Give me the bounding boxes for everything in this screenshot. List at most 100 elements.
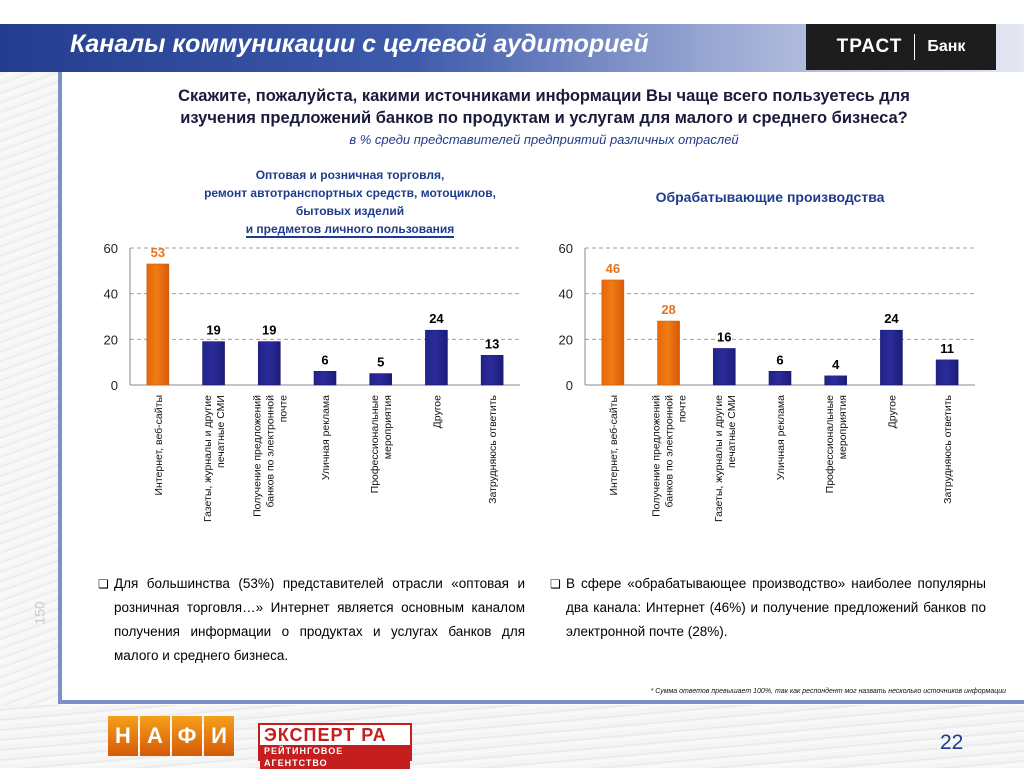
- logo-separator: [914, 34, 916, 60]
- chart1-title-line: ремонт автотранспортных средств, мотоцик…: [204, 186, 496, 200]
- note-right: ❏ В сфере «обрабатывающее производство» …: [550, 572, 986, 644]
- question-line-1: Скажите, пожалуйста, какими источниками …: [178, 87, 910, 105]
- expert-ra-subtitle: РЕЙТИНГОВОЕ АГЕНТСТВО: [260, 745, 410, 769]
- chart1-bar-chart: 0 20 40 60 53 Интернет, веб-сайты 19 Газеты, жу…: [104, 241, 520, 522]
- chart2-category-label-line: печатные СМИ: [726, 395, 738, 468]
- question-line-2: изучения предложений банков по продуктам…: [180, 109, 908, 127]
- background-texture-left: [0, 70, 60, 710]
- chart2-y-tick-label: 60: [559, 241, 573, 256]
- chart1-title-line: Оптовая и розничная торговля,: [255, 168, 445, 182]
- logo-bank: Банк: [927, 38, 966, 55]
- chart2-bar: [601, 279, 625, 386]
- chart1-title-line-underlined: и предметов личного пользования: [245, 222, 455, 238]
- chart1-category-label-line: Затрудняюсь ответить: [487, 394, 499, 503]
- chart1-category-label-line: мероприятия: [382, 395, 394, 459]
- chart1-category-label-line: Уличная реклама: [320, 395, 332, 480]
- chart2-category-label-line: Другое: [886, 395, 898, 429]
- chart1-y-tick-label: 40: [104, 287, 118, 302]
- chart1-data-label: 53: [151, 245, 165, 260]
- chart2-data-label: 16: [717, 329, 731, 344]
- chart1-data-label: 24: [429, 311, 444, 326]
- chart1-data-label: 19: [206, 323, 220, 338]
- chart2-category-label: Газеты, журналы и другие печатные СМИ: [713, 395, 738, 522]
- chart1-bar: [257, 341, 281, 386]
- side-number: 150: [31, 601, 48, 625]
- checkbox-bullet-icon: ❏: [550, 577, 561, 591]
- chart2-data-label: 46: [606, 261, 620, 276]
- chart2-y-tick-label: 0: [566, 378, 573, 393]
- chart2-bar: [768, 371, 792, 386]
- chart2-category-label-line: Получение предложений: [651, 395, 663, 517]
- chart2-category-label-line: Интернет, веб-сайты: [608, 395, 620, 496]
- chart1-y-tick-label: 60: [104, 241, 118, 256]
- chart2-category-label: Другое: [886, 395, 898, 429]
- chart2-bar: [935, 359, 959, 386]
- chart1-category-label-line: печатные СМИ: [215, 395, 227, 468]
- chart2-data-label: 24: [884, 311, 899, 326]
- nafi-letter: А: [140, 716, 170, 756]
- frame-left-border: [58, 72, 62, 704]
- chart2-category-label: Затрудняюсь ответить: [942, 394, 954, 503]
- chart2-data-label: 28: [661, 302, 675, 317]
- chart1-category-label-line: Газеты, журналы и другие: [202, 395, 214, 522]
- chart1-category-label: Интернет, веб-сайты: [153, 395, 165, 496]
- chart1-category-label: Профессиональные мероприятия: [369, 395, 394, 493]
- chart1-data-label: 6: [321, 352, 328, 367]
- chart1-category-label: Затрудняюсь ответить: [487, 394, 499, 503]
- chart1-category-label-line: Другое: [431, 395, 443, 429]
- chart2-category-label-line: почте: [677, 395, 689, 422]
- chart1-category-label-line: Профессиональные: [369, 395, 381, 493]
- chart2-category-label-line: Уличная реклама: [775, 395, 787, 480]
- nafi-letter: Н: [108, 716, 138, 756]
- question-subtitle: в % среди представителей предприятий раз…: [349, 132, 739, 147]
- chart1-bar: [313, 371, 337, 386]
- chart2-category-label-line: банков по электронной: [664, 395, 676, 508]
- chart1-category-label-line: Интернет, веб-сайты: [153, 395, 165, 496]
- chart1-bar: [202, 341, 225, 386]
- chart1-bar: [369, 373, 393, 386]
- chart2-bar: [880, 329, 903, 386]
- chart2-category-label: Интернет, веб-сайты: [608, 395, 620, 496]
- chart1-category-label: Уличная реклама: [320, 395, 332, 480]
- chart2-category-label: Профессиональные мероприятия: [824, 395, 849, 493]
- chart1-category-label-line: банков по электронной: [264, 395, 276, 508]
- chart2-category-label-line: Профессиональные: [824, 395, 836, 493]
- chart1-category-label-line: почте: [277, 395, 289, 422]
- chart1-data-label: 13: [485, 336, 499, 351]
- note-left: ❏ Для большинства (53%) представителей о…: [98, 572, 525, 668]
- expert-ra-logo: ЭКСПЕРТ РА РЕЙТИНГОВОЕ АГЕНТСТВО: [258, 723, 412, 769]
- chart2-y-tick-label: 40: [559, 287, 573, 302]
- chart2-data-label: 6: [776, 352, 783, 367]
- note-left-text: Для большинства (53%) представителей отр…: [114, 576, 525, 663]
- frame-bottom-border: [58, 700, 1024, 704]
- background-texture-bottom: [0, 705, 1024, 768]
- page-number: 22: [940, 731, 964, 754]
- chart1-y-tick-label: 20: [104, 332, 118, 347]
- chart2-category-label-line: мероприятия: [837, 395, 849, 459]
- chart1-bar: [425, 329, 448, 386]
- expert-ra-name: ЭКСПЕРТ РА: [264, 725, 387, 745]
- chart2-category-label: Получение предложений банков по электронн…: [651, 395, 689, 517]
- trust-bank-logo: ТРАСТ Банк: [806, 24, 996, 70]
- slide-title: Каналы коммуникации с целевой аудиторией: [70, 30, 649, 58]
- chart2-y-tick-label: 20: [559, 332, 573, 347]
- chart2-bar: [712, 348, 736, 386]
- chart2-bar: [824, 375, 848, 386]
- chart1-category-label-line: Получение предложений: [251, 395, 263, 517]
- chart1-title-line: и предметов личного пользования: [180, 220, 520, 238]
- chart1-y-tick-label: 0: [111, 378, 118, 393]
- chart1-category-label: Получение предложений банков по электронн…: [251, 395, 289, 517]
- chart1-bar: [146, 263, 170, 386]
- chart2-data-label: 4: [832, 357, 840, 372]
- chart1-data-label: 19: [262, 323, 276, 338]
- chart2-category-label-line: Затрудняюсь ответить: [942, 394, 954, 503]
- chart2-data-label: 11: [940, 341, 954, 356]
- logo-brand: ТРАСТ: [836, 36, 903, 57]
- chart2-bar: [657, 320, 680, 386]
- chart1-category-label: Газеты, журналы и другие печатные СМИ: [202, 395, 227, 522]
- chart2-title: Обрабатывающие производства: [655, 189, 885, 205]
- nafi-logo: Н А Ф И: [108, 716, 234, 756]
- nafi-letter: Ф: [172, 716, 202, 756]
- chart2-category-label-line: Газеты, журналы и другие: [713, 395, 725, 522]
